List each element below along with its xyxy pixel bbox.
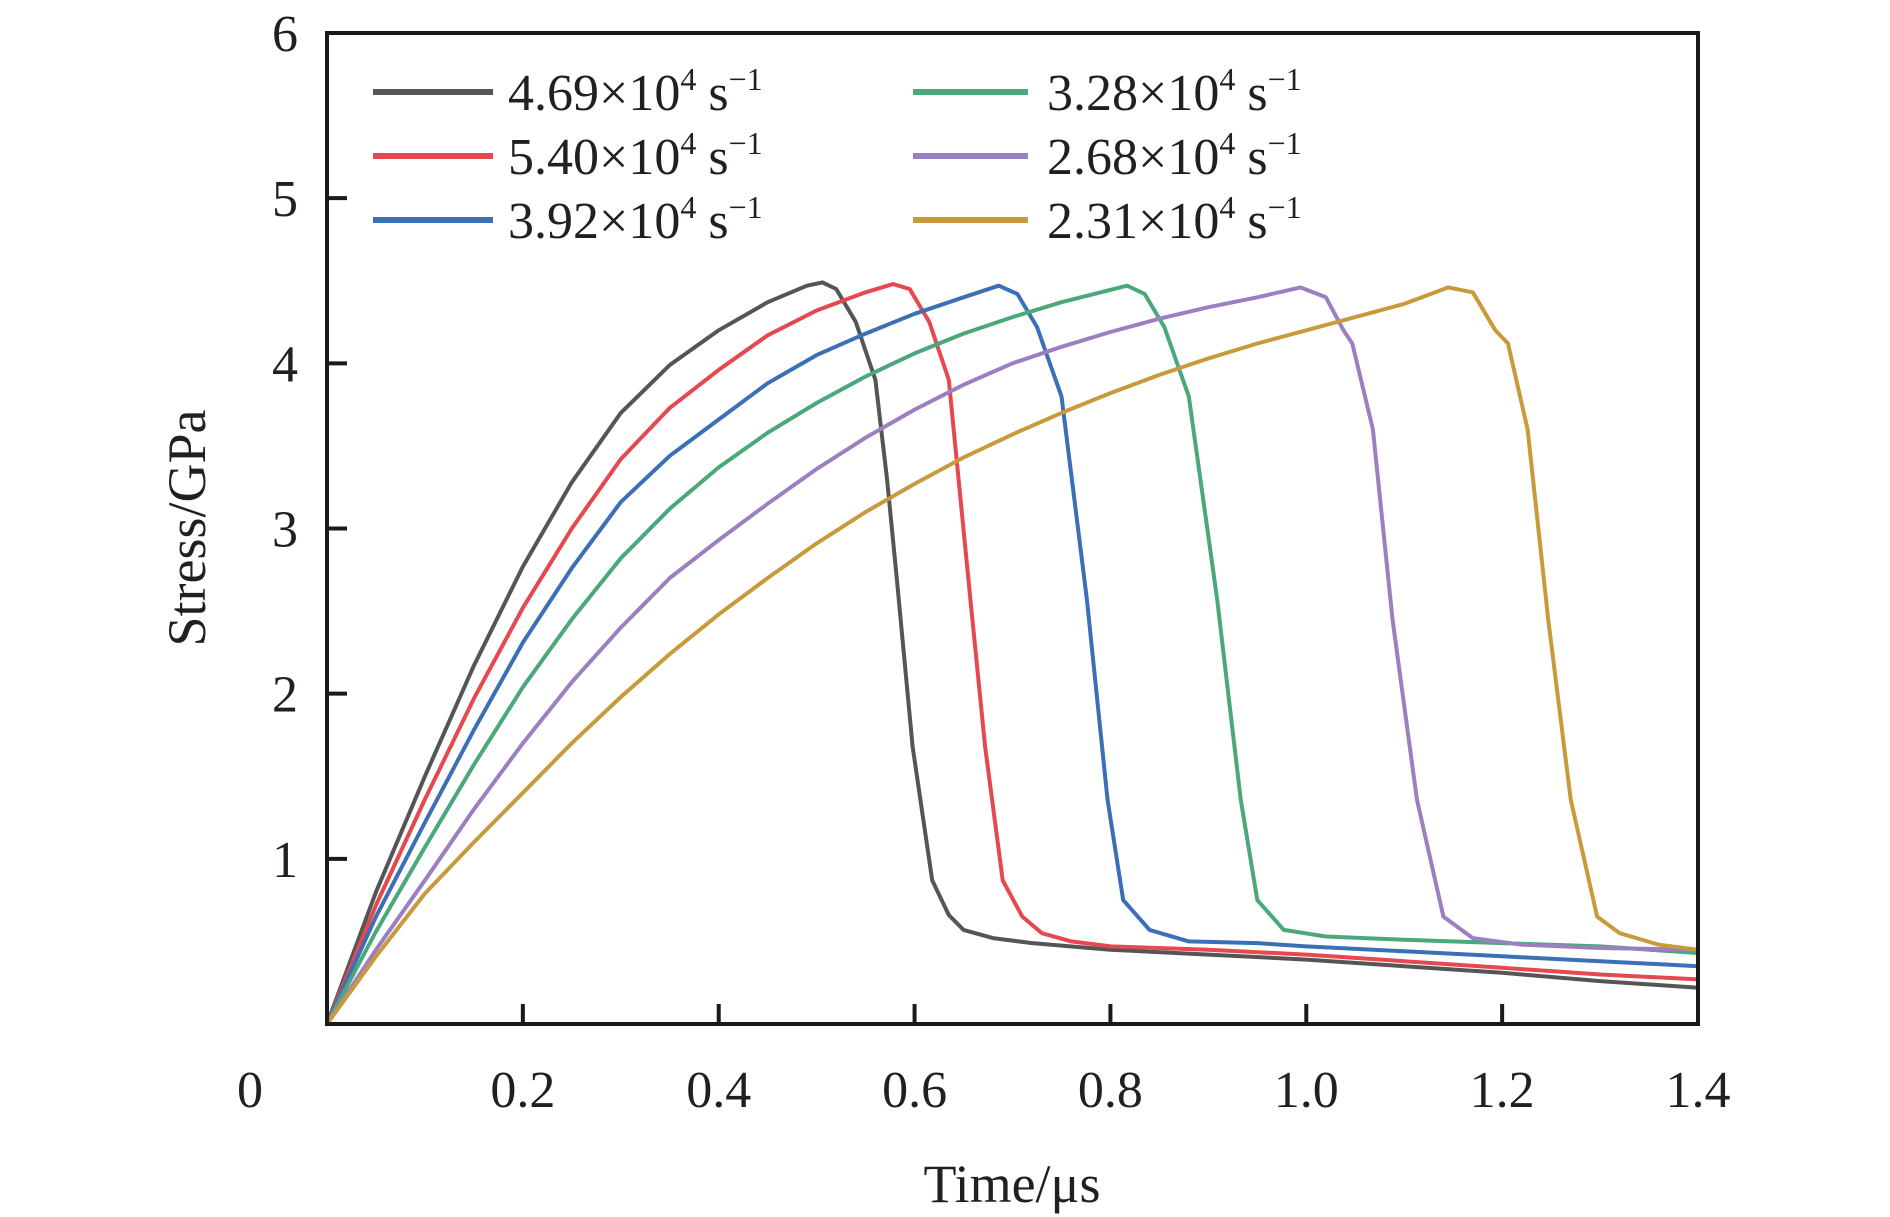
y-tick-label: 5 [272,171,298,228]
legend-item-1: 4.69×104 s−1 [373,61,763,122]
legend-label: 3.28×104 s−1 [1047,61,1302,122]
series-line-6 [325,285,1700,1026]
y-tick-label: 3 [272,502,298,559]
x-tick-label: 0.4 [686,1062,751,1119]
y-tick-label: 2 [272,667,298,724]
x-axis-title: Time/μs [923,1154,1100,1214]
series-line-2 [325,282,1700,1026]
x-tick-label: 1.2 [1470,1062,1535,1119]
legend-item-4: 3.28×104 s−1 [913,61,1302,122]
y-tick-label: 6 [272,6,298,63]
legend-item-5: 2.68×104 s−1 [913,125,1302,186]
legend-label: 3.92×104 s−1 [508,189,763,250]
y-axis-title: Stress/GPa [157,409,217,646]
legend-label: 5.40×104 s−1 [508,125,763,186]
legend-label: 2.31×104 s−1 [1047,189,1302,250]
series-line-4 [325,283,1700,1026]
x-tick-label: 0 [237,1062,263,1119]
ticks-layer: 0 0.2 0.4 0.6 0.8 1.0 1.2 1.4 1 2 3 4 5 6 [237,6,1731,1119]
y-tick-label: 4 [272,336,298,393]
legend: 4.69×104 s−15.40×104 s−13.92×104 s−1 3.28×10… [373,61,1302,250]
x-tick-label: 0.6 [882,1062,947,1119]
y-tick-label: 1 [272,832,298,889]
legend-label: 2.68×104 s−1 [1047,125,1302,186]
x-tick-label: 1.0 [1274,1062,1339,1119]
legend-item-2: 5.40×104 s−1 [373,125,763,186]
legend-item-3: 3.92×104 s−1 [373,189,763,250]
x-tick-label: 0.2 [490,1062,555,1119]
legend-label: 4.69×104 s−1 [508,61,763,122]
series-line-5 [325,285,1700,1026]
x-tick-label: 1.4 [1666,1062,1731,1119]
series-layer [325,280,1700,1026]
legend-item-6: 2.31×104 s−1 [913,189,1302,250]
x-tick-label: 0.8 [1078,1062,1143,1119]
series-line-3 [325,283,1700,1026]
series-line-1 [325,280,1700,1026]
